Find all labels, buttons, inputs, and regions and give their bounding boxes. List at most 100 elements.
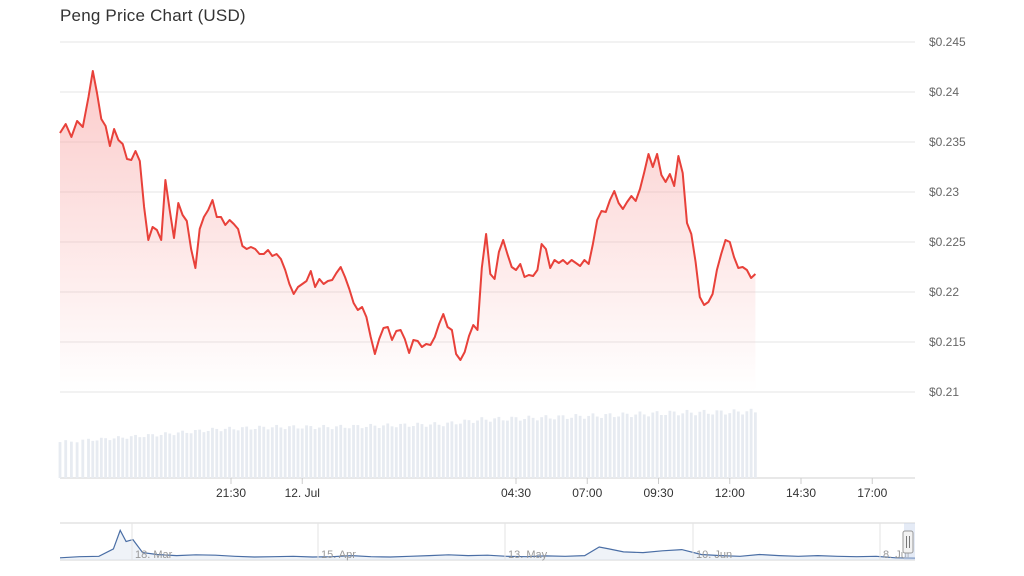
volume-bar	[724, 414, 727, 478]
volume-bar	[488, 421, 492, 478]
y-tick-label: $0.245	[929, 35, 966, 49]
volume-bar	[215, 428, 219, 478]
volume-bar	[266, 429, 270, 478]
volume-bar	[604, 414, 608, 478]
volume-bar	[544, 415, 548, 478]
volume-bar	[168, 433, 172, 478]
volume-bar	[81, 439, 85, 478]
volume-bar	[151, 434, 155, 478]
price-line[interactable]	[59, 70, 757, 361]
volume-bar	[681, 413, 685, 478]
price-area-fill	[60, 71, 756, 392]
volume-bar	[553, 419, 556, 478]
volume-bar	[70, 441, 73, 478]
volume-bar	[309, 426, 313, 478]
volume-bar	[108, 440, 112, 478]
volume-bar	[698, 411, 702, 478]
navigator-line	[59, 528, 916, 559]
volume-bar	[595, 416, 599, 478]
volume-bar	[262, 426, 266, 478]
volume-bar	[64, 440, 68, 478]
volume-bar	[501, 420, 505, 478]
volume-bar	[600, 417, 603, 478]
volume-bar	[514, 417, 518, 478]
volume-bar	[574, 414, 578, 478]
volume-bar	[548, 418, 552, 478]
volume-bar	[510, 416, 514, 478]
y-tick-label: $0.24	[929, 85, 959, 99]
volume-bar	[561, 415, 565, 478]
volume-bar	[642, 414, 646, 478]
volume-bar	[429, 424, 432, 478]
volume-bar	[104, 438, 107, 478]
volume-bar	[719, 410, 723, 478]
x-tick-label: 12. Jul	[285, 486, 320, 500]
volume-bar	[659, 414, 663, 478]
volume-bar	[364, 426, 368, 478]
navigator-tick-label: 18. Mar	[135, 549, 173, 561]
volume-bar	[95, 440, 99, 478]
volume-bar	[296, 428, 300, 478]
volume-bar	[236, 430, 240, 478]
volume-bar	[206, 430, 210, 478]
volume-bar	[300, 428, 304, 478]
volume-bar	[377, 427, 381, 478]
volume-bar	[706, 413, 710, 478]
volume-bar	[694, 415, 697, 478]
volume-bar	[754, 412, 757, 478]
volume-bar	[535, 420, 539, 478]
navigator-handle[interactable]	[902, 530, 914, 554]
volume-bar	[523, 419, 526, 478]
volume-bar	[258, 425, 261, 478]
volume-bar	[339, 424, 343, 478]
volume-bar	[612, 417, 616, 478]
volume-bar	[736, 411, 740, 478]
y-axis: $0.245 $0.24 $0.235 $0.23 $0.225 $0.22 $0.215 $…	[929, 35, 966, 399]
volume-bar	[630, 417, 633, 478]
x-tick-label: 21:30	[216, 486, 246, 500]
volume-bar	[75, 442, 79, 478]
volume-bar	[741, 414, 744, 478]
volume-bar	[403, 423, 407, 478]
y-tick-label: $0.21	[929, 385, 959, 399]
volume-bar	[228, 426, 231, 478]
volume-bar	[382, 425, 385, 478]
volume-bar	[450, 421, 454, 478]
volume-bar	[689, 412, 693, 478]
volume-bars	[58, 408, 757, 478]
volume-bar	[198, 429, 202, 478]
x-tick-label: 09:30	[643, 486, 673, 500]
volume-bar	[672, 411, 676, 478]
volume-bar	[625, 413, 629, 478]
volume-bar	[335, 426, 338, 478]
volume-bar	[668, 410, 672, 478]
volume-bar	[441, 426, 445, 478]
volume-bar	[583, 418, 586, 478]
volume-bar	[711, 414, 715, 478]
volume-bar	[454, 424, 458, 478]
navigator[interactable]: 18. Mar 15. Apr 13. May 10. Jun 8. Jul	[59, 522, 916, 561]
volume-bar	[634, 414, 638, 478]
volume-bar	[394, 427, 398, 478]
navigator-area	[60, 530, 915, 560]
navigator-tick-label: 13. May	[508, 549, 548, 561]
volume-bar	[407, 426, 411, 478]
x-tick-label: 07:00	[572, 486, 602, 500]
volume-bar	[591, 413, 595, 478]
volume-bar	[655, 411, 659, 478]
volume-bar	[565, 418, 569, 478]
volume-bar	[253, 428, 257, 478]
volume-bar	[202, 432, 206, 478]
volume-bar	[58, 442, 62, 478]
volume-bar	[347, 428, 351, 478]
volume-bar	[527, 415, 531, 478]
volume-bar	[99, 437, 103, 478]
volume-bar	[420, 424, 424, 478]
volume-bar	[540, 417, 544, 478]
volume-bar	[241, 427, 244, 478]
volume-bar	[142, 437, 146, 478]
volume-bar	[399, 423, 402, 478]
volume-bar	[288, 426, 291, 478]
volume-bar	[463, 419, 467, 478]
